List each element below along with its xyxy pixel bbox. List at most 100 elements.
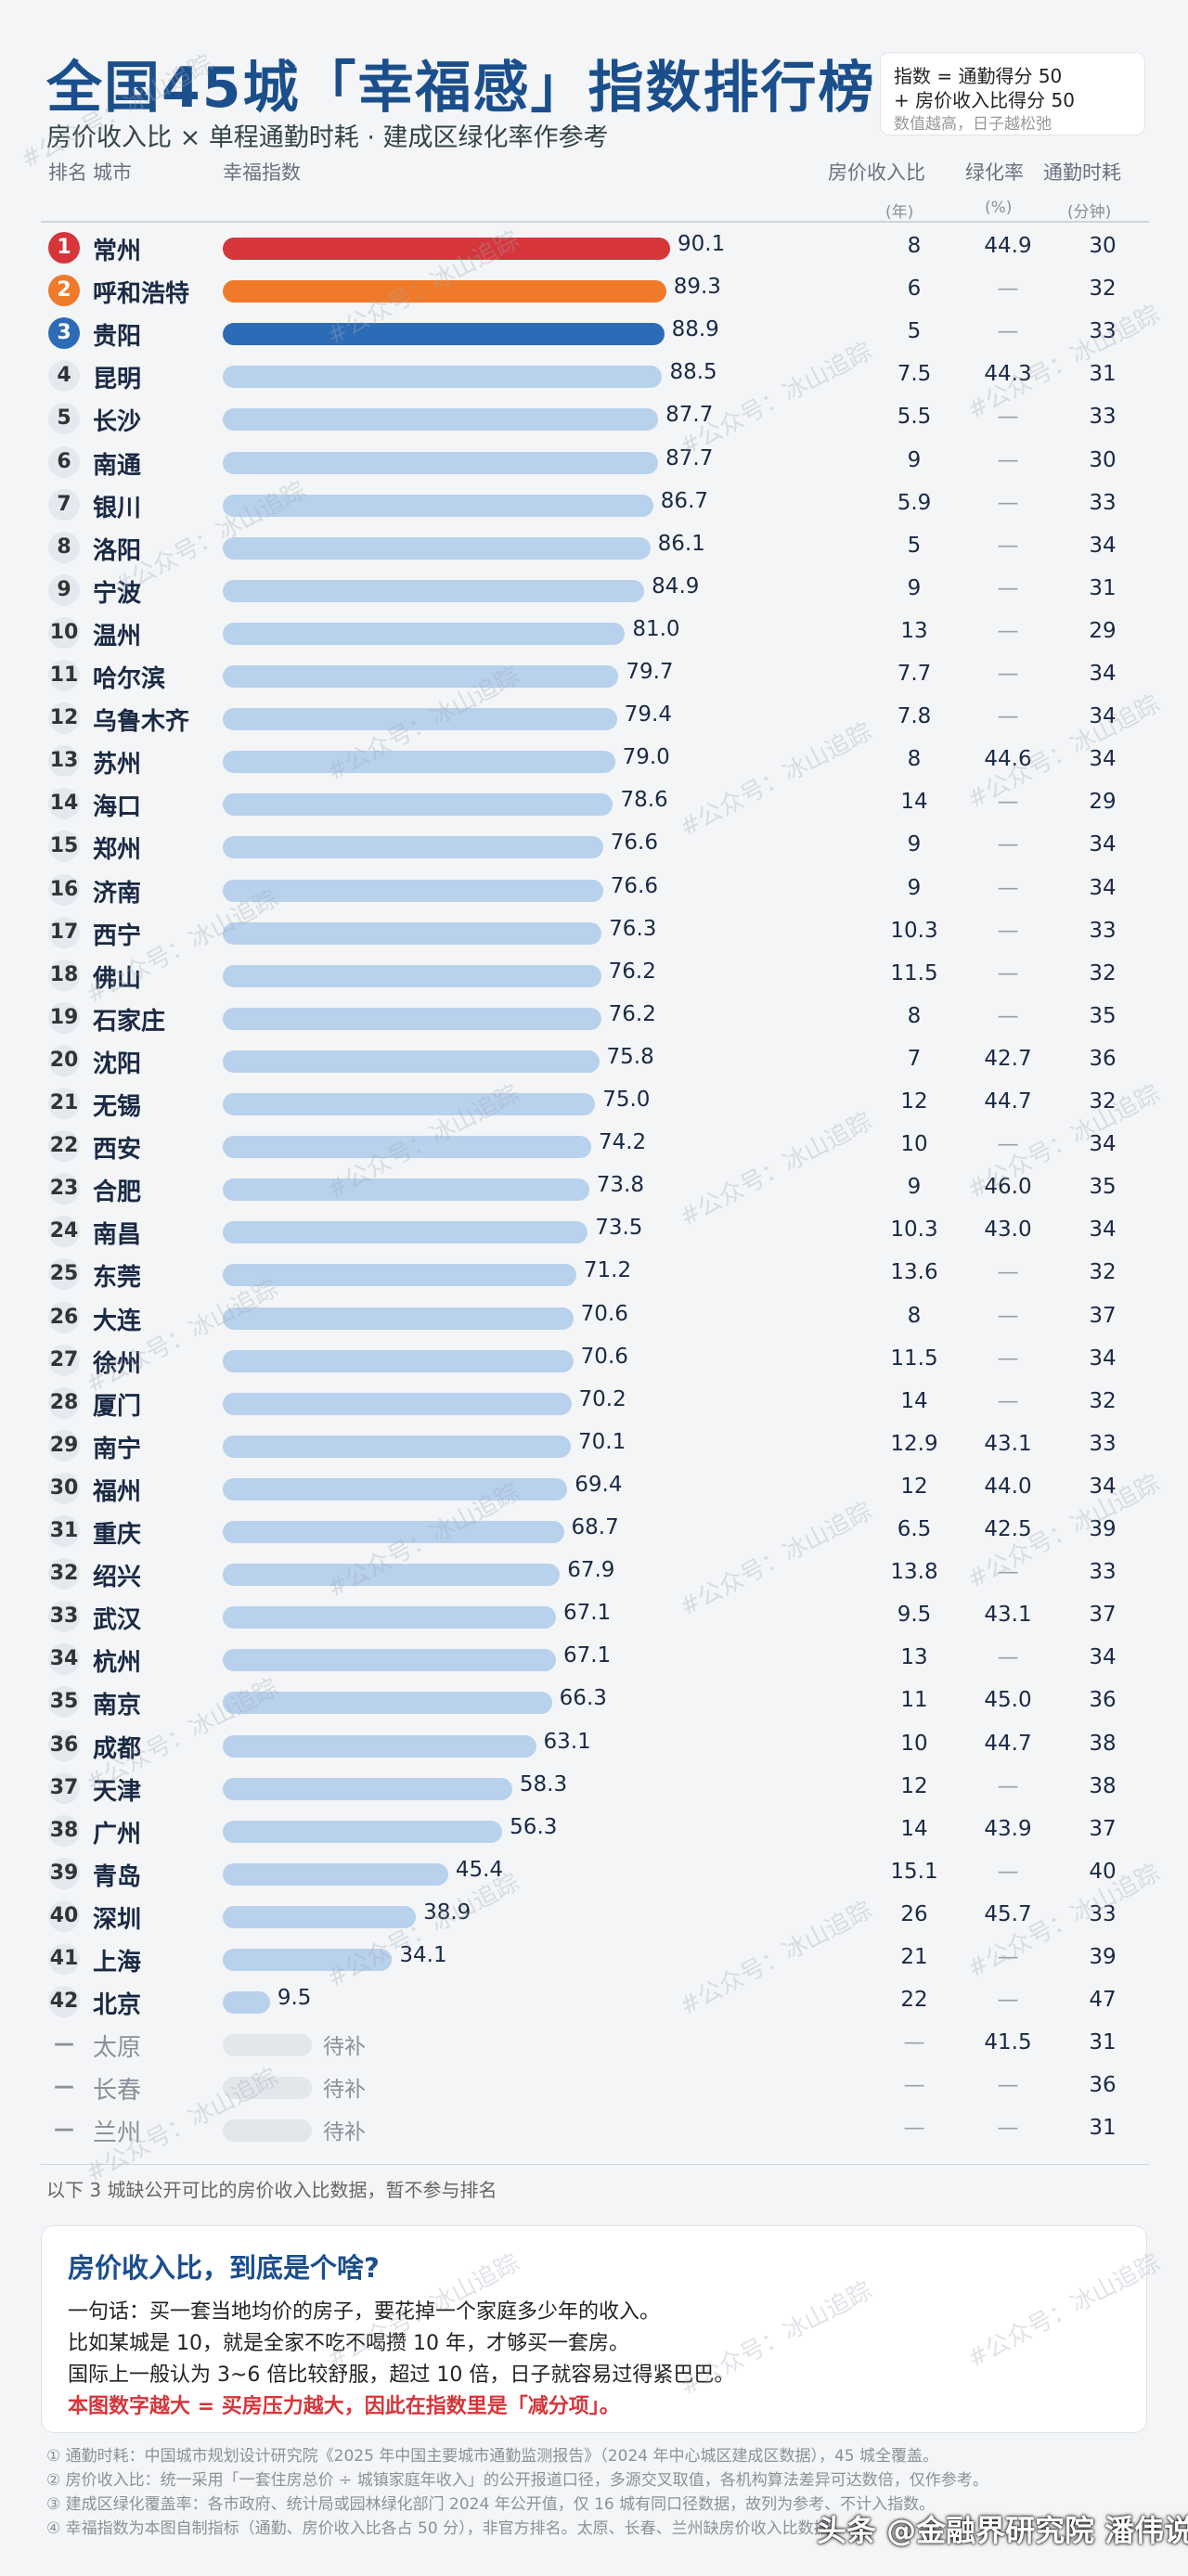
green-value: —	[997, 1303, 1019, 1328]
table-header: 排名 城市 幸福指数 房价收入比 绿化率 通勤时耗	[0, 158, 1188, 195]
score-bar	[223, 879, 603, 902]
commute-value: 35	[1089, 1175, 1117, 1200]
score-label: 70.6	[580, 1344, 628, 1369]
score-bar	[223, 1649, 556, 1672]
rank-badge: 37	[48, 1771, 80, 1804]
score-label: 70.6	[580, 1301, 628, 1326]
score-label: 79.0	[622, 745, 670, 770]
score-label: 58.3	[519, 1771, 568, 1797]
unit-ratio: (年)	[885, 203, 914, 222]
city-name: 西宁	[93, 921, 142, 950]
commute-value: 34	[1089, 1474, 1117, 1499]
score-bar	[223, 1949, 393, 1971]
page-subtitle: 房价收入比 × 单程通勤时耗 · 建成区绿化率作参考	[46, 123, 609, 152]
table-row: 9 宁波 84.9 9 — 31	[0, 569, 1188, 612]
city-name: 南京	[93, 1692, 142, 1720]
ratio-value: 9.5	[897, 1603, 932, 1628]
score-label: 78.6	[620, 788, 668, 813]
commute-value: 32	[1089, 1089, 1117, 1114]
table-row: 11 哈尔滨 79.7 7.7 — 34	[0, 654, 1188, 697]
green-value: —	[997, 704, 1019, 729]
score-bar	[223, 793, 613, 817]
ratio-value: 14	[900, 790, 928, 815]
rank-badge: 7	[48, 488, 80, 521]
city-name: 重庆	[93, 1521, 142, 1549]
score-bar	[223, 1093, 596, 1115]
score-bar	[223, 1606, 556, 1629]
commute-value: 39	[1089, 1945, 1117, 1969]
ratio-value: 7.5	[897, 362, 932, 387]
rank-badge: 8	[48, 531, 80, 563]
footnote-2: ② 房价收入比：统一采用「一套住房总价 ÷ 城镇家庭年收入」的公开报道口径，多源…	[46, 2471, 988, 2490]
score-bar	[223, 1050, 600, 1073]
table-row: 41 上海 34.1 21 — 39	[0, 1938, 1188, 1980]
score-bar	[223, 1435, 571, 1458]
header-city: 城市	[93, 161, 132, 184]
green-value: —	[997, 1260, 1019, 1285]
city-name: 青岛	[93, 1862, 142, 1891]
table-row: 3 贵阳 88.9 5 — 33	[0, 312, 1188, 354]
score-label: 90.1	[678, 232, 726, 256]
commute-value: 34	[1089, 1217, 1117, 1243]
table-row: 4 昆明 88.5 7.5 44.3 31	[0, 354, 1188, 397]
commute-value: 31	[1089, 2116, 1117, 2141]
city-name: 无锡	[93, 1093, 142, 1121]
score-label: 84.9	[652, 573, 700, 599]
city-name: 济南	[93, 879, 142, 908]
city-name: 合肥	[93, 1179, 142, 1207]
score-bar	[223, 1734, 536, 1758]
green-value: —	[997, 1945, 1019, 1969]
green-value: 43.1	[984, 1431, 1032, 1456]
table-row: 15 郑州 76.6 9 — 34	[0, 825, 1188, 868]
ratio-value: —	[903, 2030, 925, 2055]
commute-value: 37	[1089, 1303, 1117, 1328]
ratio-value: 11.5	[890, 960, 938, 985]
table-row: 21 无锡 75.0 12 44.7 32	[0, 1082, 1188, 1125]
rank-badge: 36	[48, 1729, 80, 1761]
unit-commute: (分钟)	[1067, 203, 1112, 222]
ratio-value: 12	[900, 1089, 928, 1114]
green-value: 43.9	[984, 1816, 1032, 1841]
green-value: —	[997, 1645, 1019, 1670]
rank-badge: 2	[48, 275, 80, 307]
pending-bar	[223, 2077, 312, 2100]
formula-note: 数值越高，日子越松弛	[894, 115, 1052, 134]
score-bar	[223, 964, 601, 987]
green-value: —	[997, 405, 1019, 430]
ratio-value: 9	[907, 1175, 922, 1200]
rank-badge: 21	[48, 1088, 80, 1119]
commute-value: 33	[1089, 319, 1117, 344]
city-name: 天津	[93, 1777, 142, 1806]
city-name: 南昌	[93, 1221, 142, 1250]
green-value: 44.9	[984, 234, 1032, 258]
score-label: 71.2	[583, 1258, 632, 1283]
pending-row: — 太原 待补 — 41.5 31	[0, 2023, 1188, 2066]
score-bar	[223, 921, 602, 945]
green-value: 44.0	[984, 1474, 1032, 1499]
city-name: 广州	[93, 1820, 142, 1848]
city-name: 绍兴	[93, 1564, 142, 1592]
rank-badge: 9	[48, 573, 80, 606]
city-name: 昆明	[93, 366, 142, 394]
green-value: —	[997, 2116, 1019, 2141]
green-value: —	[997, 533, 1019, 558]
green-value: —	[997, 575, 1019, 600]
commute-value: 32	[1089, 1260, 1117, 1285]
table-row: 28 厦门 70.2 14 — 32	[0, 1382, 1188, 1424]
score-label: 67.1	[562, 1601, 612, 1626]
footnote-3: ③ 建成区绿化覆盖率：各市政府、统计局或园林绿化部门 2024 年公开值，仅 1…	[46, 2495, 936, 2514]
commute-value: 32	[1089, 960, 1117, 985]
ratio-value: 13.6	[890, 1260, 938, 1285]
score-bar	[223, 1564, 561, 1587]
city-name: 厦门	[93, 1392, 142, 1421]
ratio-value: 9	[907, 875, 922, 900]
header-commute: 通勤时耗	[1043, 161, 1121, 184]
city-name: 太原	[93, 2034, 142, 2063]
score-bar	[223, 1349, 574, 1372]
green-value: —	[997, 2073, 1019, 2098]
formula-line-2: + 房价收入比得分 50	[894, 89, 1075, 111]
score-bar	[223, 1264, 576, 1287]
score-label: 63.1	[543, 1729, 591, 1754]
green-value: 45.0	[984, 1688, 1032, 1713]
